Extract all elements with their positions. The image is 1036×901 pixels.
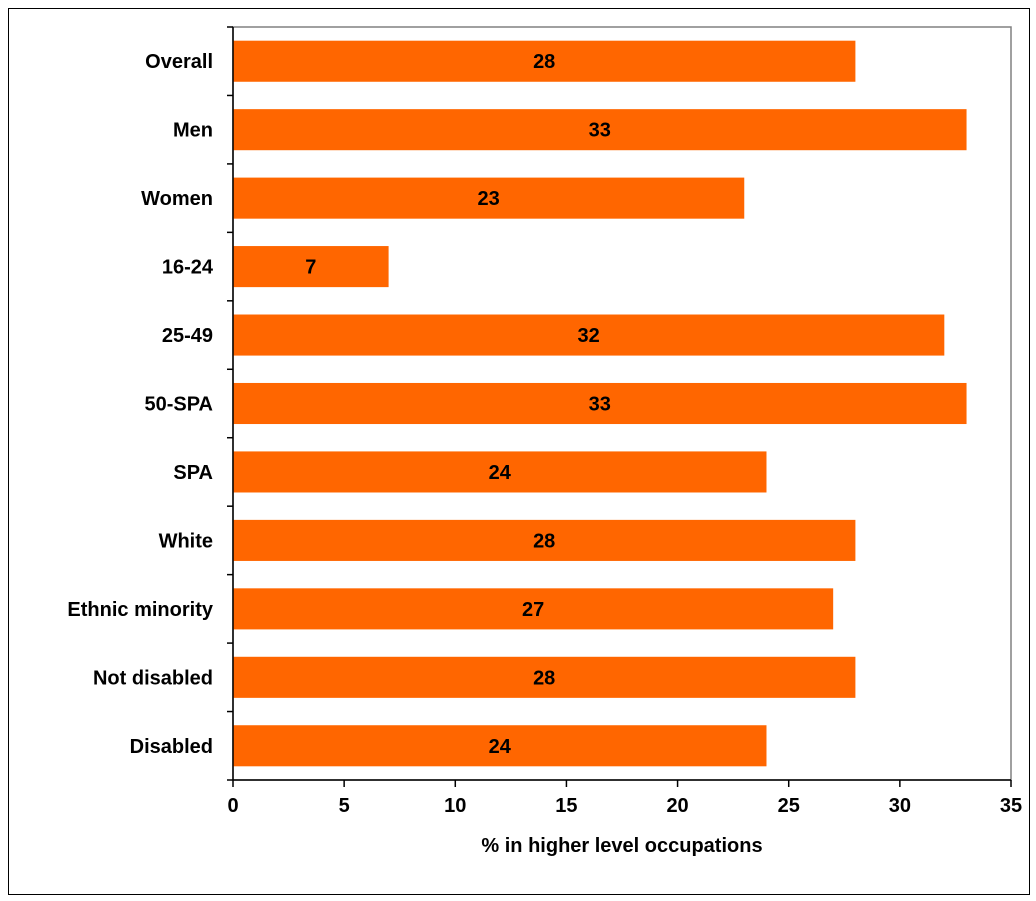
bar-not-disabled: [233, 656, 856, 698]
category-label: SPA: [173, 462, 213, 484]
category-label: Ethnic minority: [67, 599, 213, 621]
data-label: 24: [489, 462, 512, 484]
x-tick-label: 5: [339, 795, 350, 817]
bar-women: [233, 177, 745, 219]
bar-spa: [233, 451, 767, 493]
data-label: 28: [533, 530, 555, 552]
bar-overall: [233, 40, 856, 82]
bar-white: [233, 519, 856, 561]
data-label: 24: [489, 736, 512, 758]
category-label: Not disabled: [93, 667, 213, 689]
data-label: 28: [533, 667, 555, 689]
x-tick-label: 15: [555, 795, 577, 817]
data-label: 7: [305, 257, 316, 279]
data-label: 32: [578, 325, 600, 347]
data-label: 28: [533, 51, 555, 73]
data-label: 27: [522, 599, 544, 621]
x-tick-label: 30: [889, 795, 911, 817]
x-axis-title: % in higher level occupations: [481, 835, 762, 857]
bar-16-24: [233, 246, 389, 288]
x-tick-label: 20: [666, 795, 688, 817]
bar-25-49: [233, 314, 945, 356]
category-label: Disabled: [130, 736, 213, 758]
data-label: 33: [589, 120, 611, 142]
category-label: White: [159, 530, 213, 552]
bar-disabled: [233, 725, 767, 767]
bar-men: [233, 109, 967, 151]
category-label: Overall: [145, 51, 213, 73]
data-label: 33: [589, 394, 611, 416]
x-tick-label: 0: [227, 795, 238, 817]
category-label: 25-49: [162, 325, 213, 347]
category-label: 50-SPA: [144, 394, 213, 416]
bar-ethnic-minority: [233, 588, 834, 630]
x-tick-label: 25: [778, 795, 800, 817]
category-label: Men: [173, 120, 213, 142]
x-tick-label: 35: [1000, 795, 1022, 817]
bar-50-spa: [233, 382, 967, 425]
category-label: Women: [141, 188, 213, 210]
data-label: 23: [478, 188, 500, 210]
x-tick-label: 10: [444, 795, 466, 817]
category-label: 16-24: [162, 257, 214, 279]
